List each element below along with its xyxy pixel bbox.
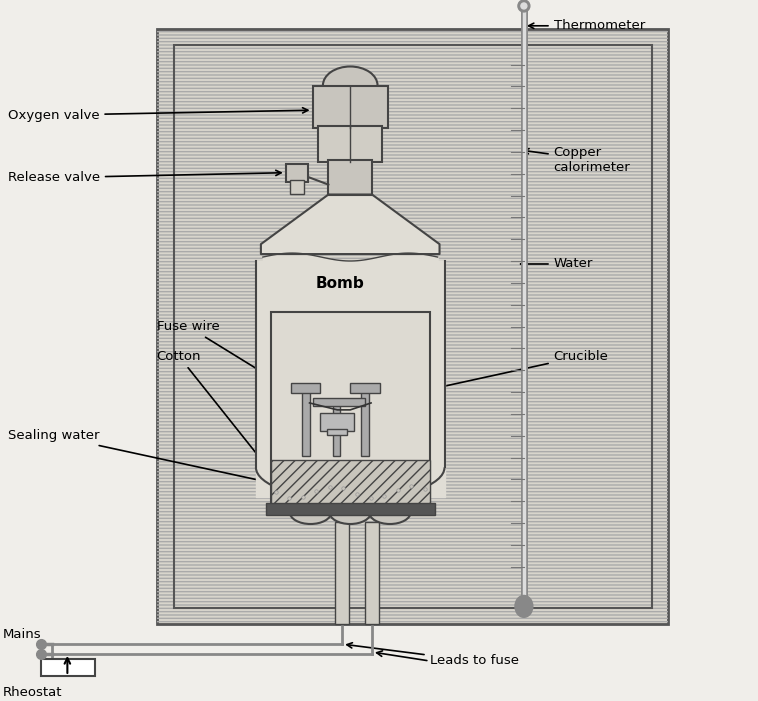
Bar bbox=[290, 179, 303, 193]
Text: Copper
calorimeter: Copper calorimeter bbox=[524, 146, 631, 174]
Bar bbox=[328, 160, 372, 194]
Bar bbox=[314, 398, 365, 406]
Bar bbox=[271, 461, 430, 505]
Bar bbox=[350, 383, 380, 393]
Polygon shape bbox=[261, 194, 440, 254]
Bar bbox=[365, 522, 379, 625]
Polygon shape bbox=[256, 261, 444, 468]
Bar bbox=[174, 45, 652, 608]
Bar bbox=[335, 522, 349, 625]
Text: Thermometer: Thermometer bbox=[528, 20, 645, 32]
Ellipse shape bbox=[290, 501, 331, 524]
Ellipse shape bbox=[369, 501, 411, 524]
Text: Water: Water bbox=[521, 257, 593, 271]
Bar bbox=[312, 86, 388, 128]
Text: Sealing water: Sealing water bbox=[8, 429, 278, 486]
Text: Crucible: Crucible bbox=[359, 350, 609, 407]
Bar bbox=[318, 126, 382, 162]
Bar bbox=[41, 659, 96, 676]
Bar bbox=[334, 401, 340, 456]
Text: Fuse wire: Fuse wire bbox=[157, 320, 312, 402]
Bar bbox=[157, 29, 668, 625]
Ellipse shape bbox=[518, 0, 530, 12]
Bar bbox=[266, 503, 434, 515]
Text: Mains: Mains bbox=[3, 628, 42, 641]
Bar bbox=[302, 384, 309, 456]
Bar bbox=[327, 429, 347, 435]
Bar bbox=[321, 413, 354, 430]
Bar bbox=[286, 164, 308, 182]
Ellipse shape bbox=[256, 442, 444, 492]
Text: Bomb: Bomb bbox=[316, 276, 365, 292]
Text: Cotton: Cotton bbox=[157, 350, 283, 486]
Text: Leads to fuse: Leads to fuse bbox=[347, 643, 518, 667]
Bar bbox=[271, 312, 430, 505]
Ellipse shape bbox=[515, 595, 533, 618]
Text: Release valve: Release valve bbox=[8, 170, 281, 184]
Bar bbox=[361, 384, 369, 456]
Ellipse shape bbox=[521, 3, 527, 9]
Bar bbox=[157, 29, 668, 625]
Ellipse shape bbox=[330, 501, 371, 524]
Text: Oxygen valve: Oxygen valve bbox=[8, 108, 308, 121]
Bar bbox=[290, 383, 321, 393]
Ellipse shape bbox=[323, 67, 377, 104]
Text: Rheostat: Rheostat bbox=[3, 686, 62, 699]
